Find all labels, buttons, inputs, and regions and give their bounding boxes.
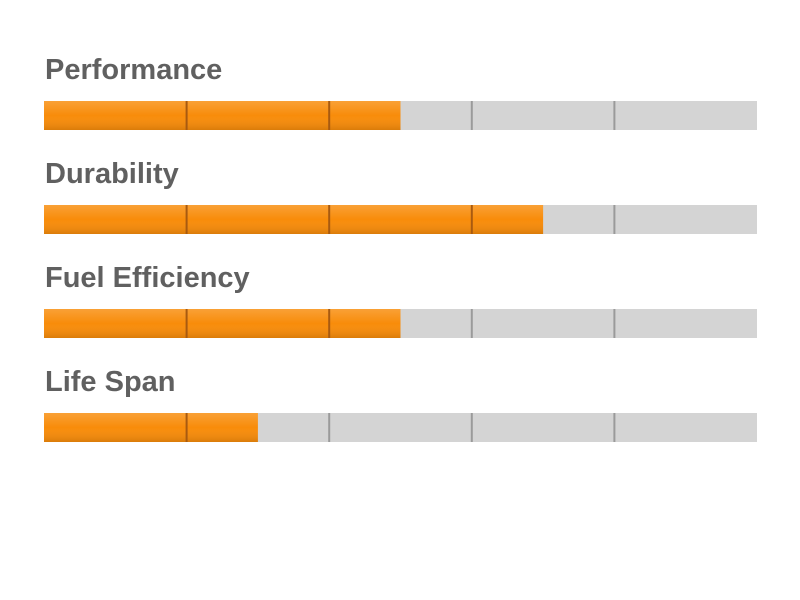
rating-shine [44,101,401,130]
rating-label: Fuel Efficiency [45,262,250,294]
rating-shine [44,205,544,234]
rating-label: Performance [45,54,222,86]
rating-shine [44,413,258,442]
rating-label: Durability [45,158,179,190]
rating-label: Life Span [45,366,176,398]
rating-shine [44,309,401,338]
